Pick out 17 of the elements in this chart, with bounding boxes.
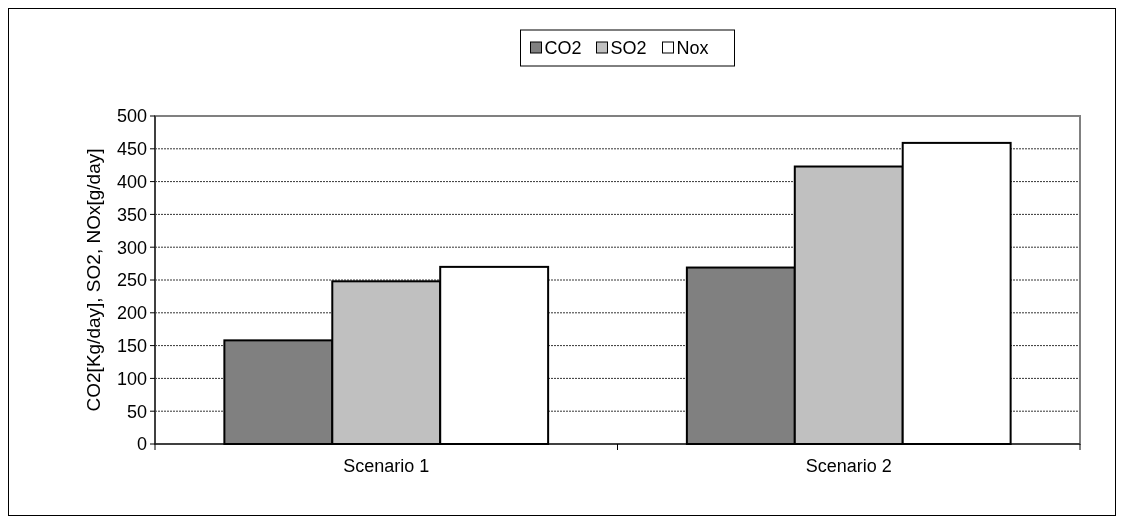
y-tick-label: 350 — [116, 204, 147, 225]
y-tick-label: 300 — [116, 237, 147, 258]
y-tick-label: 150 — [116, 335, 147, 356]
y-axis-title: CO2[Kg/day], SO2, NOx[g/day] — [83, 148, 104, 412]
legend-label: CO2 — [544, 38, 582, 59]
x-tick-label: Scenario 1 — [343, 456, 430, 476]
legend-label: Nox — [676, 38, 709, 59]
y-tick-label: 50 — [126, 401, 147, 422]
x-tick-label: Scenario 2 — [805, 456, 892, 476]
y-tick-label: 500 — [116, 106, 147, 127]
legend-label: SO2 — [610, 38, 647, 59]
y-tick-label: 100 — [116, 368, 147, 389]
y-tick-label: 250 — [116, 270, 147, 291]
y-tick-label: 200 — [116, 303, 147, 324]
y-tick-label: 450 — [116, 139, 147, 160]
y-tick-label: 400 — [116, 171, 147, 192]
y-tick-label: 0 — [136, 434, 147, 455]
